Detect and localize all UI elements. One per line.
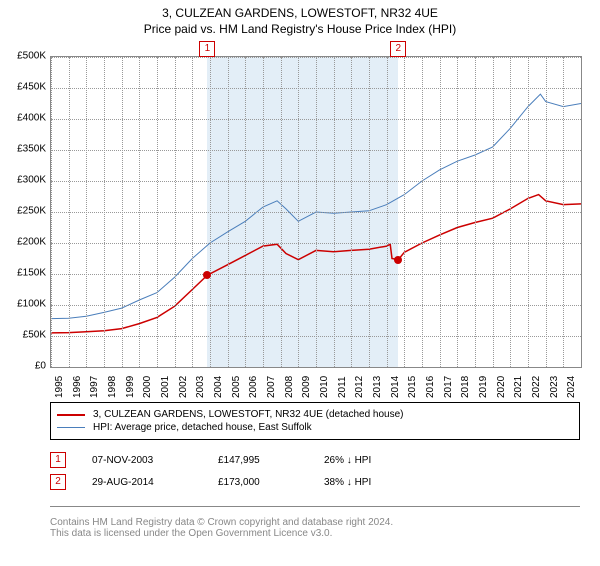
- footer-attribution: Contains HM Land Registry data © Crown c…: [50, 506, 580, 539]
- x-axis-label: 2015: [407, 376, 418, 398]
- x-axis-label: 2008: [284, 376, 295, 398]
- x-axis-label: 2018: [460, 376, 471, 398]
- y-axis-label: £350K: [2, 144, 46, 155]
- legend-box: 3, CULZEAN GARDENS, LOWESTOFT, NR32 4UE …: [50, 402, 580, 440]
- x-axis-label: 1997: [89, 376, 100, 398]
- x-axis-label: 1999: [125, 376, 136, 398]
- y-axis-label: £300K: [2, 175, 46, 186]
- sale-price: £173,000: [218, 477, 298, 488]
- x-axis-label: 2019: [478, 376, 489, 398]
- sale-marker-icon: 2: [390, 41, 406, 57]
- y-axis-label: £500K: [2, 51, 46, 62]
- legend-swatch: [57, 414, 85, 416]
- x-axis-label: 2009: [301, 376, 312, 398]
- sale-date: 29-AUG-2014: [92, 477, 192, 488]
- x-axis-label: 2004: [213, 376, 224, 398]
- sale-row: 1 07-NOV-2003 £147,995 26% ↓ HPI: [50, 452, 580, 468]
- x-axis-label: 2006: [248, 376, 259, 398]
- y-axis-label: £150K: [2, 268, 46, 279]
- footer-line: This data is licensed under the Open Gov…: [50, 528, 580, 539]
- sale-row: 2 29-AUG-2014 £173,000 38% ↓ HPI: [50, 474, 580, 490]
- y-axis-label: £250K: [2, 206, 46, 217]
- chart-container: 3, CULZEAN GARDENS, LOWESTOFT, NR32 4UE …: [0, 6, 600, 566]
- sale-date: 07-NOV-2003: [92, 455, 192, 466]
- x-axis-label: 2014: [390, 376, 401, 398]
- sale-delta: 26% ↓ HPI: [324, 455, 371, 466]
- legend-label: HPI: Average price, detached house, East…: [93, 422, 312, 433]
- x-axis-label: 2013: [372, 376, 383, 398]
- x-axis-label: 2023: [549, 376, 560, 398]
- x-axis-label: 2012: [354, 376, 365, 398]
- x-axis-label: 2001: [160, 376, 171, 398]
- x-axis-label: 2000: [142, 376, 153, 398]
- y-axis-label: £400K: [2, 113, 46, 124]
- sale-marker-icon: 1: [199, 41, 215, 57]
- x-axis-label: 2010: [319, 376, 330, 398]
- x-axis-label: 2003: [195, 376, 206, 398]
- sale-marker-dot: [203, 271, 211, 279]
- chart-subtitle: Price paid vs. HM Land Registry's House …: [0, 22, 600, 36]
- y-axis-label: £50K: [2, 330, 46, 341]
- legend-label: 3, CULZEAN GARDENS, LOWESTOFT, NR32 4UE …: [93, 409, 403, 420]
- x-axis-label: 2022: [531, 376, 542, 398]
- x-axis-label: 2007: [266, 376, 277, 398]
- x-axis-label: 1996: [72, 376, 83, 398]
- y-axis-label: £200K: [2, 237, 46, 248]
- sale-delta: 38% ↓ HPI: [324, 477, 371, 488]
- footer-line: Contains HM Land Registry data © Crown c…: [50, 517, 580, 528]
- x-axis-label: 2011: [337, 376, 348, 398]
- x-axis-label: 2002: [178, 376, 189, 398]
- sale-price: £147,995: [218, 455, 298, 466]
- x-axis-label: 1995: [54, 376, 65, 398]
- x-axis-label: 1998: [107, 376, 118, 398]
- x-axis-label: 2021: [513, 376, 524, 398]
- sale-marker-icon: 1: [50, 452, 66, 468]
- legend-swatch: [57, 427, 85, 428]
- plot-area: 12: [50, 56, 582, 368]
- y-axis-label: £0: [2, 361, 46, 372]
- x-axis-label: 2020: [496, 376, 507, 398]
- legend-row: HPI: Average price, detached house, East…: [57, 422, 573, 433]
- x-axis-label: 2017: [443, 376, 454, 398]
- y-axis-label: £100K: [2, 299, 46, 310]
- x-axis-label: 2005: [231, 376, 242, 398]
- x-axis-label: 2016: [425, 376, 436, 398]
- sale-marker-icon: 2: [50, 474, 66, 490]
- sale-marker-dot: [394, 256, 402, 264]
- legend-row: 3, CULZEAN GARDENS, LOWESTOFT, NR32 4UE …: [57, 409, 573, 420]
- y-axis-label: £450K: [2, 82, 46, 93]
- sales-table: 1 07-NOV-2003 £147,995 26% ↓ HPI 2 29-AU…: [50, 446, 580, 496]
- chart-title: 3, CULZEAN GARDENS, LOWESTOFT, NR32 4UE: [0, 6, 600, 20]
- x-axis-label: 2024: [566, 376, 577, 398]
